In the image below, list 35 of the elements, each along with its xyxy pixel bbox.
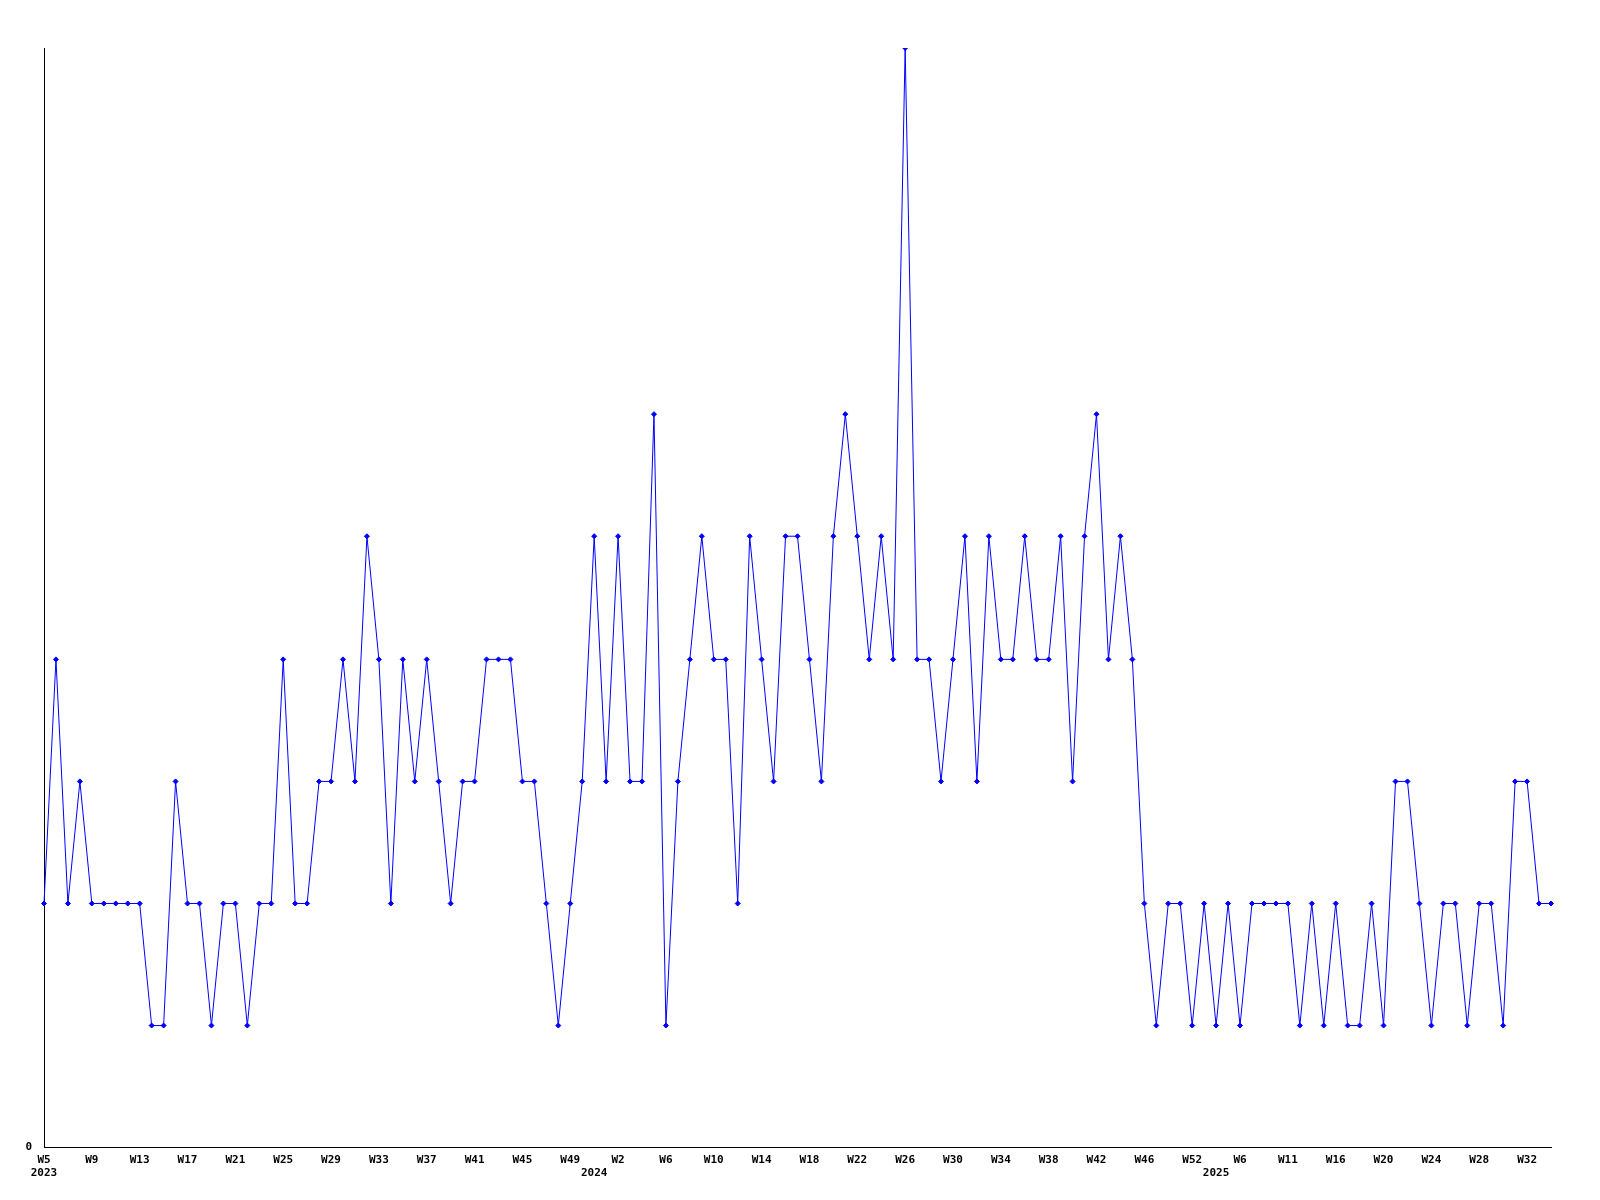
x-tick-label: W16 <box>1325 1153 1347 1167</box>
x-tick-label: W17 <box>177 1153 198 1167</box>
x-tick-label: W28 <box>1469 1153 1490 1167</box>
x-tick-label: W45 <box>512 1153 533 1167</box>
x-tick-label: W13 <box>129 1153 150 1167</box>
x-tick-label: W11 <box>1277 1153 1299 1167</box>
x-tick-label: W32 <box>1517 1153 1538 1167</box>
x-tick-label: W34 <box>990 1153 1012 1167</box>
x-tick-label: W33 <box>368 1153 389 1167</box>
x-tick-label: W38 <box>1038 1153 1059 1167</box>
x-tick-label: W37 <box>416 1153 437 1167</box>
x-tick-label: W24 <box>1421 1153 1442 1167</box>
x-tick-label: W30 <box>943 1153 963 1167</box>
x-tick-label: W41 <box>464 1153 485 1167</box>
x-tick-label: W6 <box>659 1153 673 1167</box>
x-tick-label: W10 <box>703 1153 724 1167</box>
x-tick-label: W14 <box>751 1153 772 1167</box>
x-tick-label: W6 <box>1233 1153 1248 1167</box>
x-tick-label: W26 <box>895 1153 916 1167</box>
x-tick-label: W9 <box>85 1153 99 1167</box>
x-tick-label: W49 <box>560 1153 581 1167</box>
x-tick-label: W21 <box>225 1153 246 1167</box>
x-tick-label: 2024 <box>580 1166 608 1180</box>
x-tick-label: W22 <box>847 1153 868 1167</box>
x-tick-label: W42 <box>1086 1153 1107 1167</box>
x-tick-label: W2 <box>611 1153 625 1167</box>
x-tick-label: W5 2023 <box>30 1153 58 1180</box>
text: 0 <box>25 1140 32 1154</box>
x-tick-label: W25 <box>273 1153 294 1167</box>
x-tick-label: W52 <box>1182 1153 1203 1167</box>
x-tick-label: W29 <box>321 1153 341 1167</box>
x-tick-label: 2025 <box>1202 1166 1230 1180</box>
x-tick-label: W18 <box>799 1153 820 1167</box>
x-tick-label: W20 <box>1373 1153 1394 1167</box>
x-tick-label: W46 <box>1134 1153 1155 1167</box>
